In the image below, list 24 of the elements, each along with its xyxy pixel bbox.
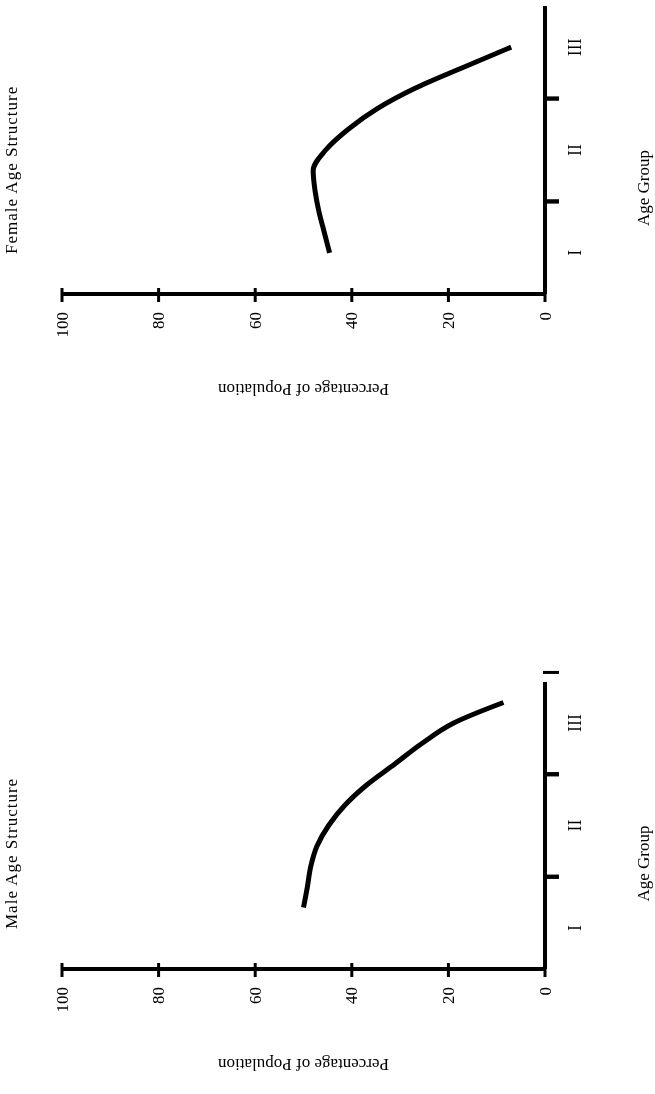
x-tick-label: 0: [535, 987, 555, 996]
x-tick-label: 20: [438, 312, 458, 329]
x-tick-label: 60: [245, 312, 265, 329]
y-axis-title: Age Group: [634, 150, 654, 227]
x-tick-label: 40: [342, 987, 362, 1004]
x-axis-title: Percentage of Population: [217, 380, 389, 399]
x-tick-label: 100: [52, 987, 72, 1013]
y-axis-title: Age Group: [634, 825, 654, 902]
x-tick-label: 20: [438, 987, 458, 1004]
y-tick-label: III: [565, 38, 585, 57]
y-tick-label: I: [565, 925, 585, 931]
text: Male Age Structure: [2, 777, 22, 929]
x-tick-label: 0: [535, 312, 555, 321]
x-tick-label: 60: [245, 987, 265, 1004]
y-tick-label: II: [565, 819, 585, 832]
x-tick-label: 40: [342, 312, 362, 329]
text: Female Age Structure: [2, 85, 22, 254]
x-tick-label: 100: [52, 312, 72, 338]
y-tick-label: I: [565, 249, 585, 256]
x-tick-label: 80: [149, 987, 169, 1004]
x-axis-title: Percentage of Population: [217, 1055, 389, 1074]
y-tick-label: III: [565, 714, 585, 732]
x-tick-label: 80: [149, 312, 169, 329]
y-tick-label: II: [565, 144, 585, 156]
